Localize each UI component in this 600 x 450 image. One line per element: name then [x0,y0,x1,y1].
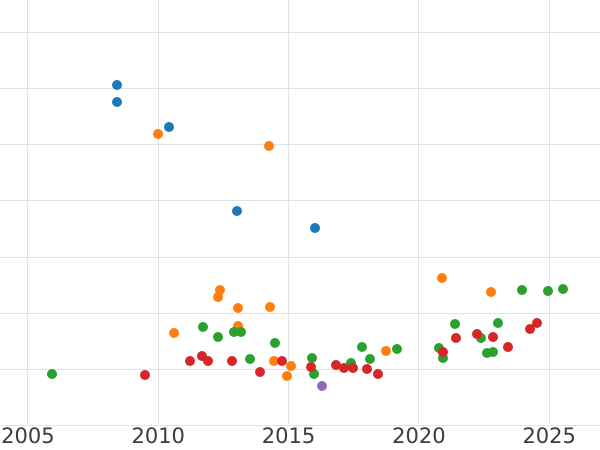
series-orange-point [268,356,279,367]
series-purple-point [316,380,327,391]
series-red-point [202,356,213,367]
x-tick-label-2005: 2005 [1,424,55,448]
horizontal-gridline [0,31,600,33]
horizontal-gridline [0,144,600,146]
series-red-point [471,329,482,340]
vertical-gridline [548,0,550,424]
series-red-point [184,356,195,367]
series-green-point [269,338,280,349]
series-green-point [308,369,319,380]
series-green-point [228,326,239,337]
series-orange-point [285,360,296,371]
vertical-gridline [157,0,159,424]
series-red-point [450,333,461,344]
series-red-point [531,317,542,328]
series-red-point [276,356,287,367]
series-red-point [347,362,358,373]
series-red-point [361,364,372,374]
series-orange-point [281,370,292,381]
series-red-point [330,360,341,371]
series-green-point [492,317,503,328]
series-green-point [481,347,492,358]
series-red-point [487,331,498,342]
series-red-point [524,324,535,335]
x-tick-label-2015: 2015 [261,424,316,448]
series-green-point [235,326,246,337]
series-blue-point [309,222,320,233]
series-green-point [449,319,460,329]
series-orange-point [232,320,243,331]
horizontal-gridline [0,256,600,258]
series-green-point [475,333,486,344]
series-orange-point [214,284,225,295]
series-red-point [226,356,237,367]
series-blue-point [111,96,122,107]
series-orange-point [380,346,391,356]
vertical-gridline [418,0,420,424]
series-green-point [437,352,448,363]
horizontal-gridline [0,425,600,427]
series-orange-point [485,286,496,297]
series-green-point [345,357,356,368]
series-green-point [356,342,367,353]
series-green-point [516,284,527,295]
series-red-point [139,369,150,380]
series-red-point [254,366,265,377]
series-orange-point [212,292,223,302]
series-green-point [391,343,402,354]
series-blue-point [111,79,122,90]
x-tick-label-2020: 2020 [392,424,446,448]
series-green-point [542,285,553,296]
series-orange-point [263,141,274,152]
series-red-point [437,347,448,358]
series-green-point [306,352,317,363]
series-green-point [212,331,223,342]
series-orange-point [264,302,275,313]
horizontal-gridline [0,200,600,202]
series-orange-point [436,272,447,283]
series-red-point [196,351,207,362]
series-green-point [197,321,208,332]
series-green-point [46,369,57,380]
series-orange-point [153,128,164,139]
series-orange-point [168,328,179,338]
x-tick-label-2025: 2025 [522,424,576,448]
series-red-point [372,369,383,380]
series-orange-point [232,302,243,313]
vertical-gridline [27,0,29,424]
series-blue-point [231,205,242,216]
series-blue-point [163,122,174,133]
horizontal-gridline [0,312,600,314]
series-red-point [502,342,513,353]
series-green-point [244,353,255,364]
series-green-point [557,284,568,295]
x-tick-label-2010: 2010 [131,424,185,448]
series-red-point [338,362,349,373]
horizontal-gridline [0,87,600,89]
series-red-point [305,361,316,372]
vertical-gridline [288,0,290,424]
series-green-point [364,353,375,364]
series-green-point [487,347,498,358]
horizontal-gridline [0,369,600,371]
